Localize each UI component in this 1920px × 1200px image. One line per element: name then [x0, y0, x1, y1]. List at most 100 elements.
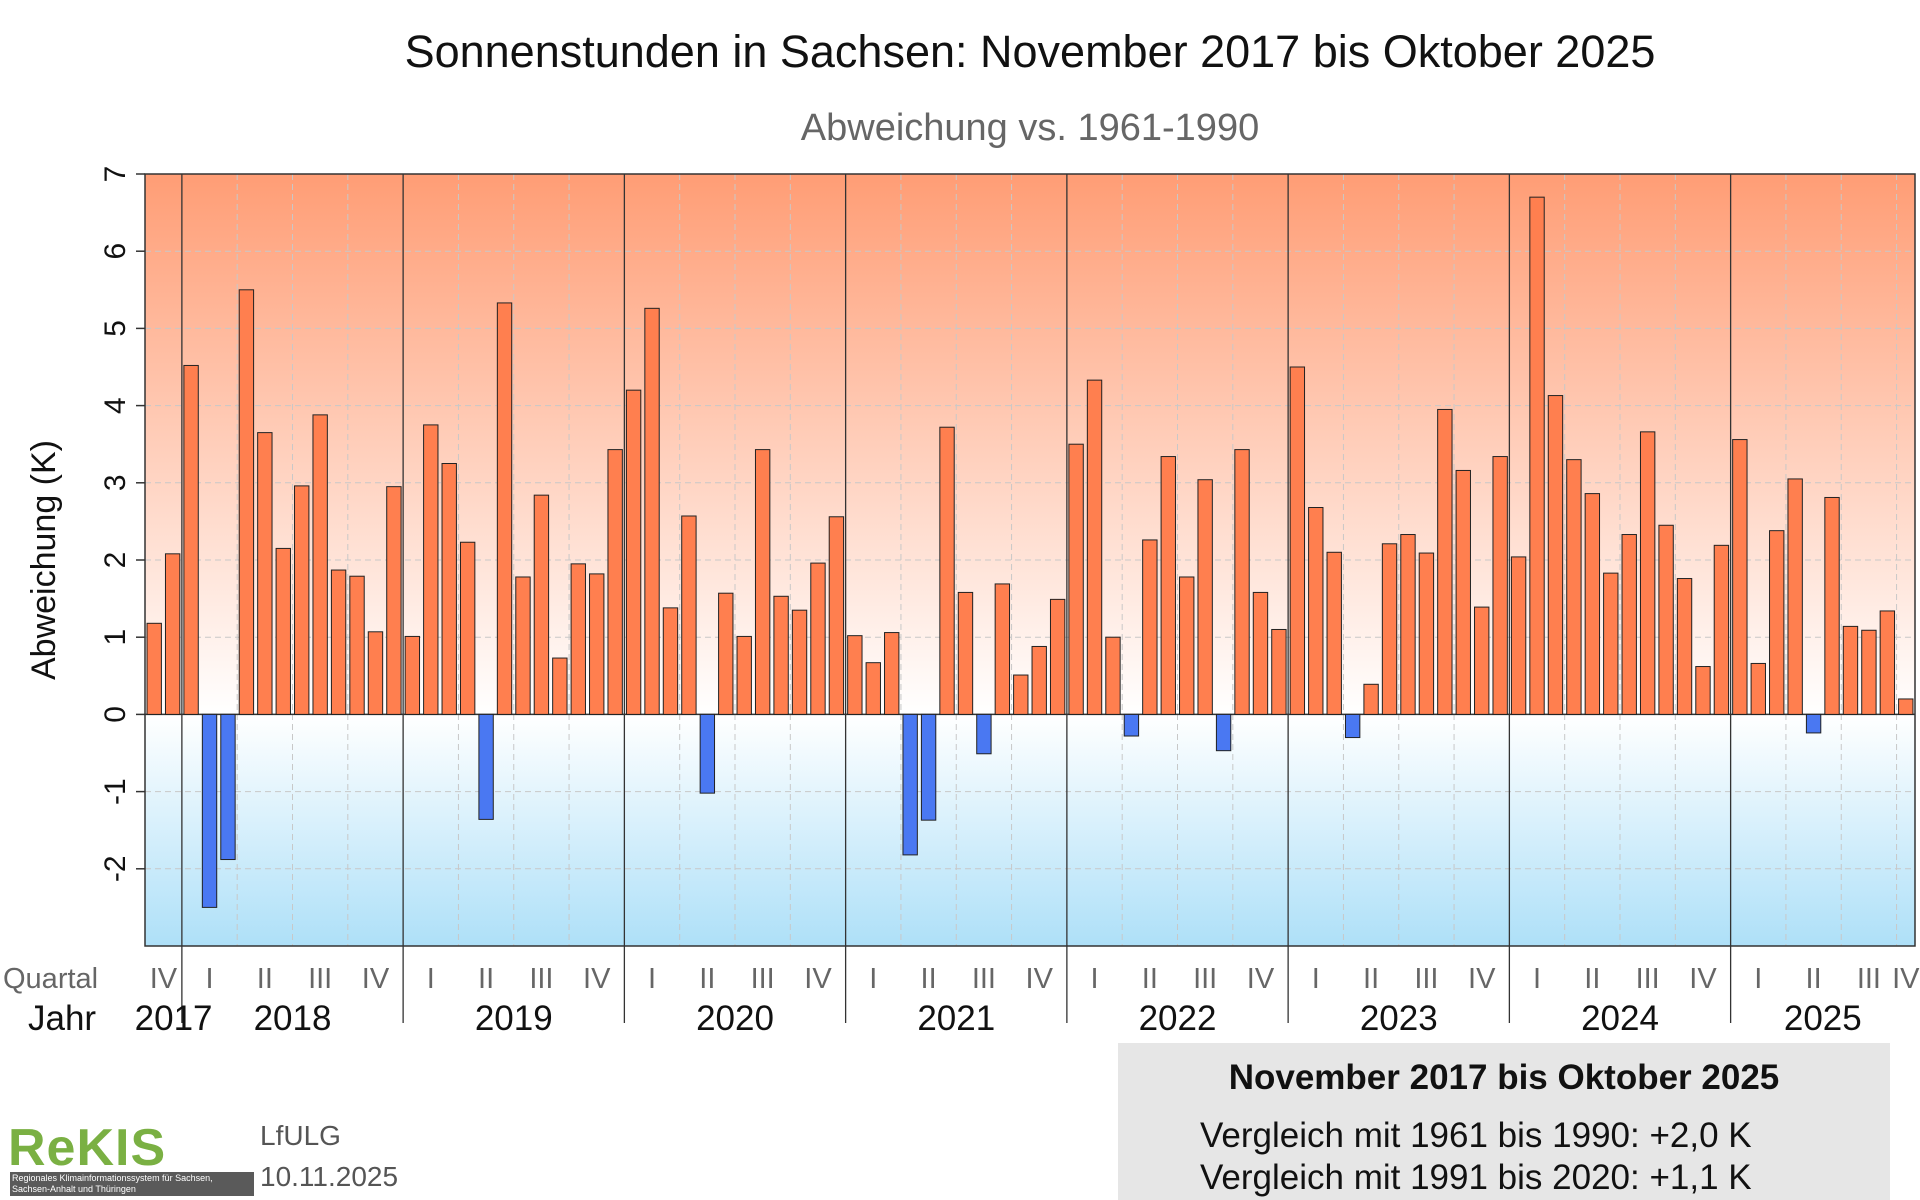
bar: [1326, 551, 1342, 715]
bar: [1086, 379, 1103, 715]
bar: [367, 631, 384, 715]
bar: [496, 302, 513, 715]
bar: [1639, 431, 1656, 715]
bar: [386, 486, 402, 715]
quarter-label: IV: [1468, 963, 1496, 995]
quarter-label: IV: [1689, 963, 1717, 995]
quarter-label: II: [921, 963, 937, 995]
summary-line-1991-2020: Vergleich mit 1991 bis 2020: +1,1 K: [1200, 1158, 1752, 1197]
year-label: 2023: [1360, 999, 1438, 1038]
bar: [1566, 459, 1582, 715]
quarter-label: IV: [1026, 963, 1054, 995]
quarter-label: II: [699, 963, 715, 995]
year-label: 2025: [1784, 999, 1862, 1038]
bar: [1455, 469, 1471, 715]
bar: [1547, 395, 1564, 715]
quarter-label: II: [1363, 963, 1379, 995]
bar: [183, 364, 199, 715]
quarter-label: IV: [1247, 963, 1275, 995]
bar: [1363, 683, 1379, 715]
bar: [330, 569, 347, 715]
quarter-label: III: [751, 963, 775, 995]
logo-text: ReKIS: [8, 1119, 167, 1177]
quarter-label: IV: [583, 963, 611, 995]
bar: [625, 389, 642, 715]
bar: [1418, 552, 1435, 715]
bar: [1621, 534, 1637, 715]
year-label: 2021: [917, 999, 995, 1038]
bar: [1308, 507, 1324, 715]
plot-frame: [144, 173, 1916, 947]
bar: [828, 516, 845, 715]
bar: [736, 635, 752, 715]
bar: [1529, 196, 1545, 715]
bar: [1658, 524, 1674, 715]
bar: [257, 432, 273, 715]
bar: [1805, 713, 1822, 734]
y-tick-label: 5: [99, 320, 132, 337]
quarter-row-label: Quartal: [3, 963, 98, 995]
bar: [312, 414, 328, 715]
bar: [1215, 713, 1232, 752]
bar: [773, 595, 789, 715]
bar: [1750, 662, 1766, 715]
bar: [1695, 666, 1711, 715]
bar: [1234, 449, 1250, 715]
y-tick-label: 4: [99, 397, 132, 414]
bar: [865, 662, 881, 715]
bar: [1676, 578, 1693, 715]
bar: [681, 515, 697, 715]
bar: [1179, 576, 1195, 715]
quarter-label: III: [972, 963, 996, 995]
bar: [976, 713, 992, 755]
quarter-label: I: [869, 963, 877, 995]
y-tick-label: 0: [99, 706, 132, 723]
sunshine-anomaly-chart: Sonnenstunden in Sachsen: November 2017 …: [3, 26, 1920, 1038]
quarter-label: III: [308, 963, 332, 995]
quarter-label: IV: [1892, 963, 1920, 995]
grid-lines: [145, 174, 1915, 946]
quarter-label: III: [1857, 963, 1881, 995]
bar: [1732, 439, 1748, 715]
year-label: 2022: [1139, 999, 1217, 1038]
bar: [570, 563, 586, 715]
date-label: 10.11.2025: [260, 1161, 399, 1192]
quarter-label: IV: [804, 963, 832, 995]
bar: [459, 541, 476, 715]
bar: [201, 713, 218, 908]
bar: [1197, 479, 1213, 715]
y-axis: -2 -1 0 1 2 3 4 5 6 7: [99, 166, 145, 882]
bar: [423, 424, 439, 715]
quarter-label: I: [1754, 963, 1762, 995]
bar: [146, 622, 162, 715]
bar: [1510, 556, 1527, 715]
bar: [1603, 572, 1619, 715]
y-tick-label: -2: [99, 855, 132, 882]
bar: [1252, 591, 1269, 715]
y-tick-label: 3: [99, 474, 132, 491]
quarter-label: II: [1584, 963, 1600, 995]
bar: [1842, 625, 1859, 715]
bar: [1105, 636, 1121, 715]
bar: [1879, 610, 1896, 715]
bar: [1713, 544, 1730, 715]
year-label: 2018: [254, 999, 332, 1038]
quarter-label: III: [1636, 963, 1660, 995]
bar: [441, 463, 457, 715]
quarter-label: III: [1193, 963, 1217, 995]
chart-subtitle: Abweichung vs. 1961-1990: [801, 107, 1259, 149]
bar: [1898, 698, 1914, 715]
bar: [1474, 606, 1490, 715]
bar: [1344, 713, 1361, 739]
y-tick-label: -1: [99, 778, 132, 805]
year-row-label: Jahr: [28, 999, 96, 1038]
bar: [1068, 443, 1084, 715]
bar: [589, 573, 605, 715]
bar: [1289, 366, 1306, 715]
year-label: 2024: [1581, 999, 1659, 1038]
chart-title: Sonnenstunden in Sachsen: November 2017 …: [405, 26, 1656, 77]
bar: [349, 575, 365, 715]
bar: [294, 485, 310, 715]
bar: [1049, 598, 1066, 715]
bar: [1492, 456, 1508, 715]
